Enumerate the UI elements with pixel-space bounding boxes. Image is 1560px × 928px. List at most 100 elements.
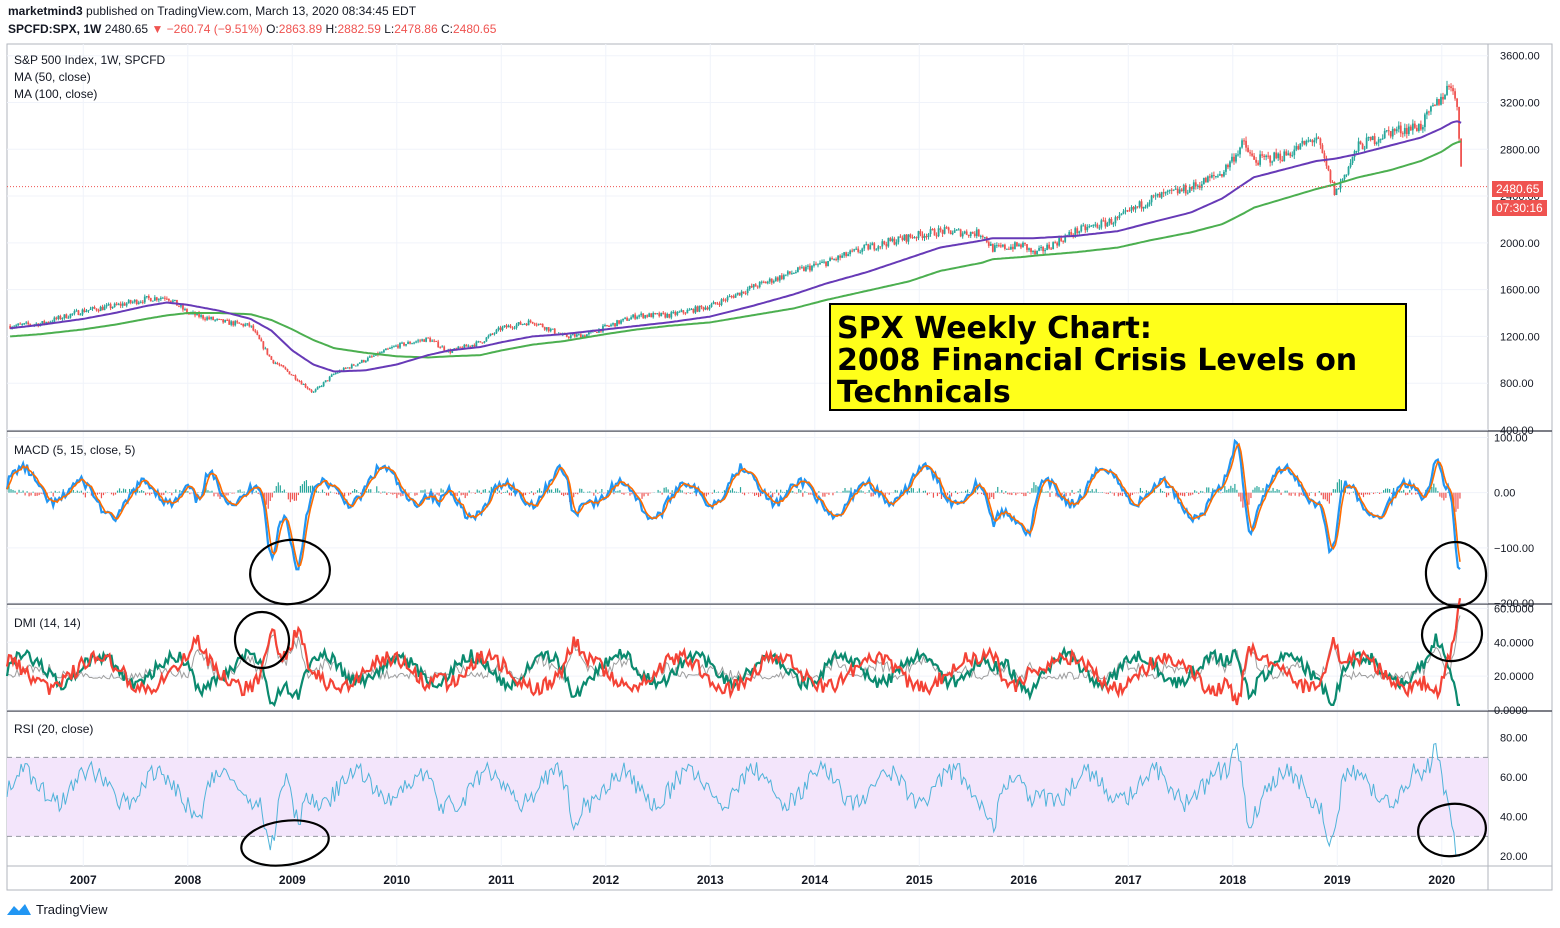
publish-text: published on TradingView.com, March 13, … [86,4,417,18]
candle-body [529,320,532,322]
candle-body [925,235,928,238]
candle-body [264,348,267,350]
candle-body [1251,153,1253,156]
candle-body [226,319,229,321]
candle-body [602,325,604,332]
candle-body [184,309,186,311]
candle-body [507,325,510,328]
annotation-circle [1424,540,1488,608]
candle-body [1116,217,1119,219]
candle-body [1365,137,1368,149]
candle-body [1016,242,1018,247]
macd-signal-line [6,442,1461,568]
candle-body [515,324,518,328]
candle-body [1217,175,1219,177]
candle-body [43,321,46,324]
candle-body [1319,138,1322,146]
candle-body [1092,224,1095,226]
candle-body [1317,137,1320,139]
candle-body [451,350,454,353]
candle-body [567,336,570,338]
rsi-tick-label: 60.00 [1500,772,1528,784]
candle-body [244,324,247,327]
candle-body [656,313,659,315]
footer-brand[interactable]: TradingView [6,901,108,917]
candle-body [1064,236,1067,242]
candle-body [463,344,466,350]
candle-body [159,297,162,300]
candle-body [845,252,848,257]
candle-body [1026,244,1028,250]
candle-body [1359,141,1362,144]
candle-body [1070,232,1073,235]
candle-body [284,367,287,370]
candle-body [1022,242,1024,248]
candle-body [1190,186,1193,190]
candle-body [449,349,452,353]
candle-body [1321,145,1324,154]
candle-body [346,367,349,369]
candle-body [109,304,112,309]
high-value: 2882.59 [337,22,381,36]
candle-body [1379,139,1382,141]
candle-body [750,286,753,288]
candle-body [857,248,860,252]
candle-body [220,319,223,321]
open-label: O: [266,22,279,36]
candle-body [206,317,208,320]
candle-body [686,309,689,314]
candle-body [1166,190,1169,192]
dmi-tick-label: 20.0000 [1494,671,1534,683]
candle-body [1122,211,1125,214]
candle-body [1373,136,1376,144]
candle-body [322,382,325,387]
candle-body [817,264,819,266]
candle-body [517,322,520,325]
candle-body [999,245,1002,247]
candle-body [577,334,580,336]
candle-body [887,238,890,247]
candle-body [1168,189,1171,191]
time-tick-label: 2015 [906,873,933,887]
candle-body [1355,151,1358,153]
candle-body [1371,136,1374,140]
candle-body [805,266,807,271]
candle-body [1285,151,1288,156]
candle-body [1040,247,1042,249]
candle-body [662,312,665,314]
dmi-tick-label: 40.0000 [1494,637,1534,649]
candle-body [1375,142,1378,144]
candle-body [391,347,393,349]
candle-body [1036,250,1038,255]
candle-body [788,271,791,274]
candle-body [1202,177,1205,185]
candle-body [688,309,691,311]
time-tick-label: 2008 [174,873,201,887]
candle-body [417,340,419,342]
candle-body [527,320,530,326]
candle-body [726,296,729,301]
close-value: 2480.65 [452,22,497,36]
candle-body [913,237,916,239]
annotation-circle [233,610,291,670]
candle-body [97,310,100,312]
candle-body [234,321,237,326]
time-tick-label: 2007 [70,873,97,887]
candle-body [1385,130,1388,132]
candle-body [1281,159,1284,162]
candle-body [397,345,399,348]
candle-body [583,335,586,337]
candle-body [1058,238,1061,246]
candle-body [965,231,968,235]
price-tick-label: 400.00 [1500,425,1534,437]
candle-body [503,325,506,327]
candle-body [1126,210,1129,212]
candle-body [585,334,588,337]
candle-body [766,281,769,284]
macd-tick-label: 0.00 [1494,488,1515,500]
candle-body [334,372,337,374]
candle-body [457,346,460,349]
author-name[interactable]: marketmind3 [8,4,83,18]
candle-body [622,318,624,321]
